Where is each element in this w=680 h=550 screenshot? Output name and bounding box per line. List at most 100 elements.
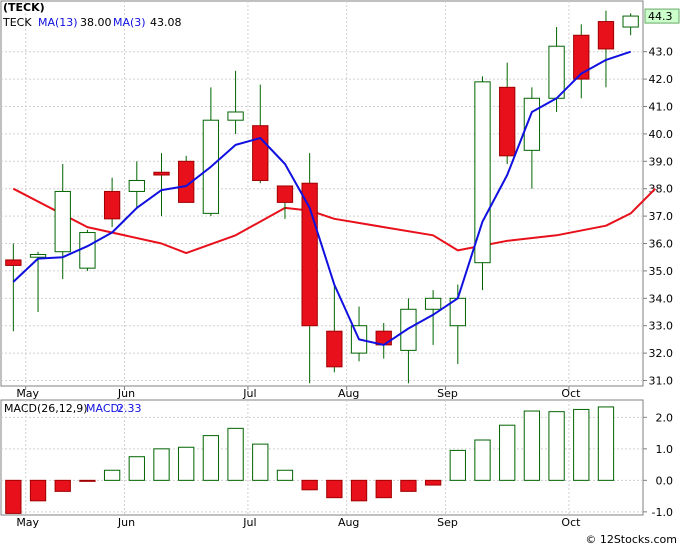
- macd-bar: [474, 439, 491, 481]
- macd-bar: [178, 446, 195, 481]
- macd-bar: [252, 443, 269, 481]
- candle-body: [153, 171, 170, 176]
- macd-y-axis: 2.0 1.0 0.0 -1.0: [643, 411, 673, 519]
- candle: [474, 76, 491, 291]
- candle: [128, 161, 145, 208]
- candle-body: [622, 15, 639, 28]
- macd-y-tick-label: 0.0: [656, 474, 674, 487]
- legend-ma13-label: MA(13): [38, 16, 78, 29]
- candle-body: [79, 232, 96, 269]
- candle-body: [548, 45, 565, 99]
- macd-bar: [103, 469, 121, 481]
- macd-bar: [202, 435, 220, 481]
- macd-x-tick-label: May: [16, 516, 39, 529]
- macd-bar: [400, 479, 417, 492]
- candle: [79, 229, 96, 271]
- price-y-tick-label: 37.0: [649, 210, 674, 223]
- candle-body: [597, 21, 615, 50]
- macd-bar: [548, 411, 565, 481]
- candle-body: [326, 330, 343, 368]
- macd-bar: [29, 479, 47, 502]
- price-x-tick-label: May: [16, 387, 39, 400]
- price-y-tick-label: 35.0: [649, 265, 674, 278]
- macd-bar: [276, 469, 294, 481]
- candle-body: [474, 81, 491, 264]
- price-grid: [1, 1, 643, 386]
- macd-bar: [153, 448, 170, 481]
- candle-body: [276, 185, 294, 203]
- price-y-axis: 31.0 32.0 33.0 34.0 35.0 36.0 37.0 38.0 39.0 40.0…: [643, 46, 673, 388]
- candle: [424, 290, 442, 345]
- legend-ma3-label: MA(3): [113, 16, 146, 29]
- last-price-value: 44.3: [648, 10, 673, 23]
- price-y-tick-label: 39.0: [649, 155, 674, 168]
- macd-bar: [54, 479, 71, 492]
- candle-body: [252, 125, 269, 181]
- price-y-tick-label: 43.0: [649, 46, 674, 59]
- macd-bar: [5, 479, 22, 514]
- macd-y-tick-label: -1.0: [652, 506, 673, 519]
- macd-y-tick-label: 2.0: [656, 411, 674, 424]
- price-x-tick-label: Jun: [117, 387, 135, 400]
- macd-title: MACD(26,12,9): [4, 402, 88, 415]
- candle-body: [54, 190, 71, 253]
- candle-body: [573, 34, 590, 80]
- candle: [29, 251, 47, 313]
- macd-bar: [573, 408, 590, 481]
- candle-body: [5, 259, 22, 266]
- macd-bar: [128, 456, 145, 481]
- macd-y-tick-label: 1.0: [656, 443, 674, 456]
- price-y-tick-label: 40.0: [649, 128, 674, 141]
- candle-body: [128, 179, 145, 192]
- candle: [5, 243, 22, 332]
- macd-bar: [424, 479, 442, 486]
- ma13-line: [12, 187, 657, 255]
- macd-bar: [523, 410, 541, 481]
- candle-body: [29, 253, 47, 258]
- candle: [499, 62, 516, 165]
- macd-x-tick-label: Aug: [338, 516, 359, 529]
- candle: [597, 10, 615, 88]
- macd-histogram: [5, 406, 615, 514]
- price-x-axis: May Jun Jul Aug Sep Oct: [16, 386, 581, 400]
- candle: [153, 153, 170, 217]
- macd-bar: [597, 406, 615, 481]
- legend-ma13-value: 38.00: [80, 16, 112, 29]
- price-x-tick-label: Jul: [242, 387, 256, 400]
- candle-body: [523, 97, 541, 151]
- macd-x-axis: May Jun Jul Aug Sep Oct: [16, 516, 581, 529]
- macd-bar: [79, 479, 96, 482]
- price-y-tick-label: 38.0: [649, 183, 674, 196]
- candle: [622, 13, 639, 36]
- ma13-series: [12, 187, 657, 255]
- price-y-tick-label: 31.0: [649, 375, 674, 388]
- macd-bar: [301, 479, 318, 491]
- candle-body: [227, 111, 244, 121]
- price-y-tick-label: 34.0: [649, 292, 674, 305]
- price-x-tick-label: Aug: [338, 387, 359, 400]
- candle: [178, 155, 195, 203]
- legend-ticker: TECK: [2, 16, 32, 29]
- price-y-tick-label: 32.0: [649, 347, 674, 360]
- ticker-title: (TECK): [3, 1, 45, 14]
- candle: [54, 164, 71, 280]
- candlestick-series: [5, 10, 639, 384]
- legend-ma3-value: 43.08: [150, 16, 182, 29]
- price-y-tick-label: 41.0: [649, 100, 674, 113]
- price-x-tick-label: Oct: [561, 387, 581, 400]
- candle-body: [103, 190, 121, 220]
- price-panel-frame: [0, 0, 644, 387]
- last-price-box: [644, 8, 680, 24]
- macd-bar: [449, 449, 466, 481]
- candle: [400, 298, 417, 384]
- candle-body: [499, 86, 516, 157]
- candle: [326, 284, 343, 373]
- candle: [276, 185, 294, 219]
- candle: [103, 177, 121, 228]
- macd-grid: [1, 400, 643, 515]
- last-price-tag: 44.3: [644, 8, 680, 24]
- ma3-line: [12, 50, 632, 346]
- macd-x-tick-label: Jul: [242, 516, 256, 529]
- macd-x-tick-label: Sep: [437, 516, 458, 529]
